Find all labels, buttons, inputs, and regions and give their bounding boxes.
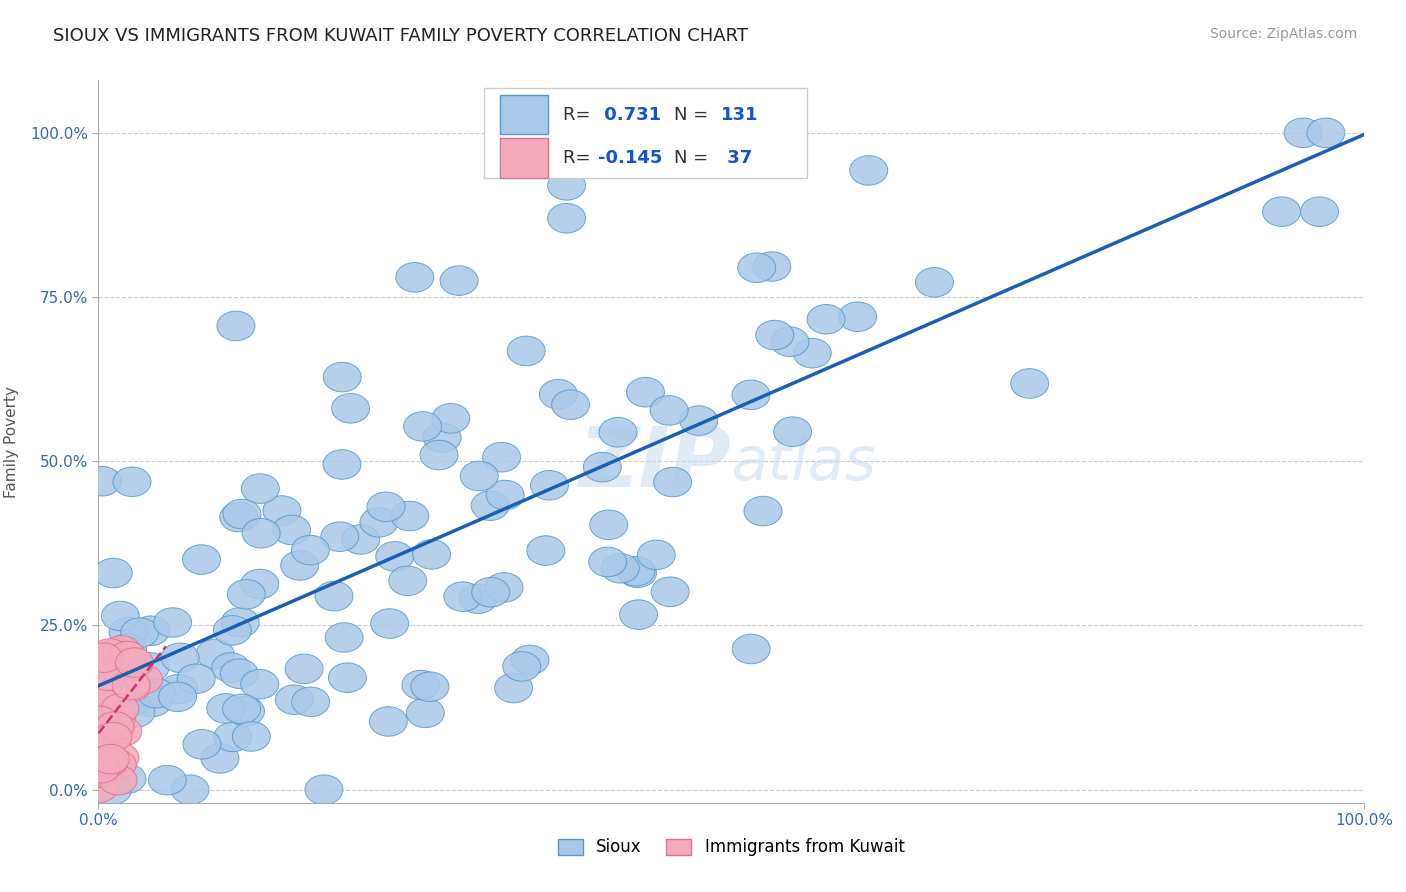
Text: atlas: atlas	[731, 434, 876, 492]
FancyBboxPatch shape	[484, 87, 807, 178]
Text: Source: ZipAtlas.com: Source: ZipAtlas.com	[1209, 27, 1357, 41]
Text: -0.145: -0.145	[599, 149, 662, 167]
Text: R=: R=	[562, 149, 596, 167]
Text: 131: 131	[721, 105, 758, 124]
Text: ZIP: ZIP	[578, 423, 731, 504]
Text: 37: 37	[721, 149, 752, 167]
Text: N =: N =	[675, 105, 714, 124]
FancyBboxPatch shape	[499, 95, 547, 135]
Legend: Sioux, Immigrants from Kuwait: Sioux, Immigrants from Kuwait	[551, 831, 911, 863]
Text: SIOUX VS IMMIGRANTS FROM KUWAIT FAMILY POVERTY CORRELATION CHART: SIOUX VS IMMIGRANTS FROM KUWAIT FAMILY P…	[53, 27, 748, 45]
Text: N =: N =	[675, 149, 714, 167]
Y-axis label: Family Poverty: Family Poverty	[4, 385, 18, 498]
FancyBboxPatch shape	[499, 138, 547, 178]
Text: 0.731: 0.731	[599, 105, 661, 124]
Text: R=: R=	[562, 105, 596, 124]
